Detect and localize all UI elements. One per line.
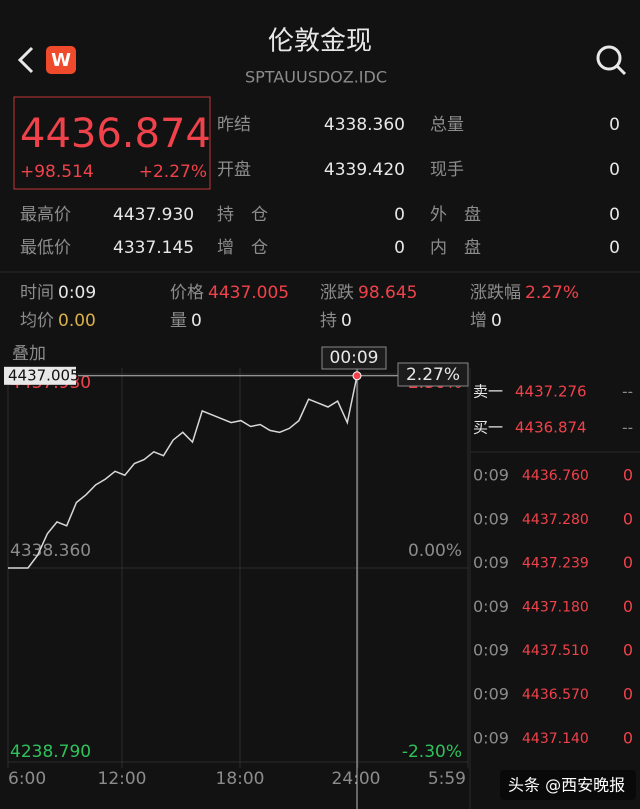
crosshair-change-box [397,362,469,387]
crosshair-time: 00:09 [330,348,379,368]
order-book: 卖一 4437.276 -- 买一 4436.874 -- 0:09 4436.760 0 0:0… [469,368,640,809]
info-label: 增 [470,311,487,331]
trade-price: 4437.239 [522,556,589,572]
stat-label: 持 仓 [217,205,268,225]
info-value: 98.645 [358,283,417,303]
info: 时间 0:09 价格 4437.005 涨跌 98.645 涨跌幅 2.27%均价 0.00 量 0… [20,283,579,331]
chart: 4437.9304338.3604238.7902.30%0.00%-2.30%… [4,346,469,809]
trade-time: 0:09 [473,597,509,616]
info-value: 0.00 [58,311,96,331]
search-button[interactable] [596,45,622,71]
book-label: 买一 [473,419,503,437]
trade-qty: 0 [623,685,633,704]
trade-qty: 0 [623,728,633,747]
y2-tick-label: -2.30% [402,742,462,762]
book-label: 卖一 [473,383,503,401]
price-line [8,375,358,569]
trade-time: 0:09 [473,641,509,660]
watermark: 头条 @西安晚报 [508,776,625,795]
stat-value: 0 [394,238,405,258]
trade-price: 4437.510 [522,643,589,659]
info-label: 价格 [170,283,204,303]
trade-qty: 0 [623,553,633,572]
x-tick-label: 5:59 [428,769,466,789]
change-pct: +2.27% [139,162,207,182]
stat-label: 外 盘 [430,205,481,225]
trade-time: 0:09 [473,553,509,572]
stat-value: 0 [609,115,620,135]
x-tick-label: 18:00 [216,769,265,789]
search-handle [615,64,627,76]
stat-value: 4337.145 [113,238,194,258]
trade-qty: 0 [623,466,633,485]
info-label: 均价 [20,311,54,331]
price-box [13,96,211,190]
trade-qty: 0 [623,641,633,660]
stats: 昨结 4338.360 总量 0 开盘 4339.420 现手 0 最高价 4437.930 持 仓… [20,115,620,258]
book-price: 4436.874 [515,419,587,437]
book-qty: -- [622,383,633,401]
title: 伦敦金现 [268,27,372,57]
book-qty: -- [622,419,633,437]
book-price: 4437.276 [515,383,587,401]
crosshair-change: 2.27% [406,365,460,385]
trade-price: 4436.760 [522,468,589,484]
stat-label: 现手 [430,160,464,180]
y-tick-label: 4238.790 [10,742,91,762]
info-value: 4437.005 [208,283,289,303]
last-price: 4436.874 [20,111,211,157]
x-tick-label: 6:00 [8,769,46,789]
overlay-label[interactable]: 叠加 [12,344,46,364]
trade-price: 4436.570 [522,687,589,703]
app-icon[interactable] [46,46,76,74]
stat-value: 0 [609,238,620,258]
stat-value: 4338.360 [324,115,405,135]
watermark-bg [500,770,636,800]
stat-label: 昨结 [217,115,251,135]
stat-label: 总量 [430,115,464,135]
stat-label: 增 仓 [217,238,268,258]
crosshair-price-box [4,366,76,385]
trade-price: 4437.140 [522,731,589,747]
info-label: 时间 [20,283,54,303]
info-value: 2.27% [525,283,579,303]
stat-value: 0 [609,205,620,225]
trade-time: 0:09 [473,728,509,747]
crosshair-price: 4437.005 [8,366,80,384]
info-value: 0:09 [58,283,96,303]
crosshair-dot [352,371,362,381]
trade-price: 4437.180 [522,599,589,615]
y-tick-label: 4338.360 [10,541,91,561]
trade-price: 4437.280 [522,512,589,528]
info-label: 持 [320,311,337,331]
stat-value: 0 [394,205,405,225]
trade-time: 0:09 [473,685,509,704]
stat-value: 0 [609,160,620,180]
stat-label: 最低价 [20,238,71,258]
info-label: 涨跌 [320,283,354,303]
info-label: 涨跌幅 [470,283,521,303]
y2-tick-label: 0.00% [408,541,462,561]
subtitle: SPTAUUSDOZ.IDC [245,68,387,87]
change: +98.514 [20,162,94,182]
stat-label: 最高价 [20,205,71,225]
trade-time: 0:09 [473,466,509,485]
info-value: 0 [191,311,202,331]
stat-value: 4339.420 [324,160,405,180]
stat-label: 开盘 [217,160,251,180]
info-value: 0 [341,311,352,331]
x-tick-label: 12:00 [98,769,147,789]
back-button[interactable] [17,46,34,74]
info-value: 0 [491,311,502,331]
stat-label: 内 盘 [430,238,481,258]
stat-value: 4437.930 [113,205,194,225]
info-label: 量 [170,311,187,331]
crosshair-time-box [321,346,387,370]
app-icon-letter: W [51,50,71,71]
trade-qty: 0 [623,597,633,616]
trade-qty: 0 [623,509,633,528]
trade-time: 0:09 [473,509,509,528]
x-tick-label: 24:00 [332,769,381,789]
